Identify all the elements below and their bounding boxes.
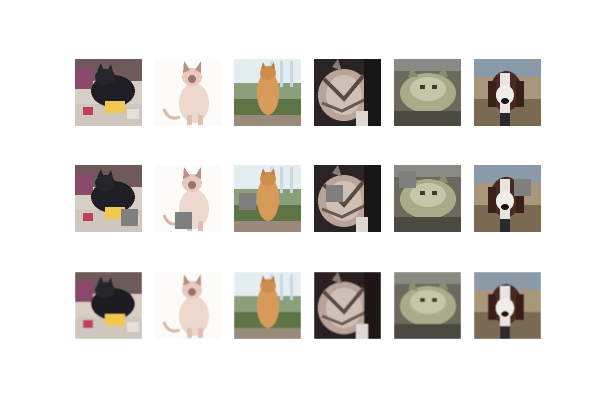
original-image-tabby-cat-closeup	[314, 59, 381, 126]
original-image-siamese-cat-sitting	[154, 59, 221, 126]
original-image-grey-cat-lying	[394, 59, 461, 126]
occlusion-patch	[514, 179, 531, 196]
occlusion-patch	[239, 193, 256, 210]
reconstructed-image-grey-cat-lying	[394, 272, 461, 339]
occlusion-patch	[326, 185, 343, 202]
reconstructed-image-siamese-cat-sitting	[154, 272, 221, 339]
reconstructed-image-tabby-cat-closeup	[314, 272, 381, 339]
occluded-image-orange-cat-on-porch	[234, 165, 301, 232]
occlusion-patch	[121, 209, 138, 226]
occlusion-patch	[175, 212, 192, 229]
reconstructed-image-orange-cat-on-porch	[234, 272, 301, 339]
original-image-orange-cat-on-porch	[234, 59, 301, 126]
reconstructed-image-black-cat-on-bed	[75, 272, 142, 339]
original-image-black-cat-on-bed	[75, 59, 142, 126]
occluded-image-grey-cat-lying	[394, 165, 461, 232]
occluded-image-brown-white-dog	[474, 165, 541, 232]
occluded-image-black-cat-on-bed	[75, 165, 142, 232]
occluded-image-siamese-cat-sitting	[154, 165, 221, 232]
original-image-brown-white-dog	[474, 59, 541, 126]
reconstructed-image-brown-white-dog	[474, 272, 541, 339]
occlusion-patch	[399, 171, 416, 188]
occluded-image-tabby-cat-closeup	[314, 165, 381, 232]
